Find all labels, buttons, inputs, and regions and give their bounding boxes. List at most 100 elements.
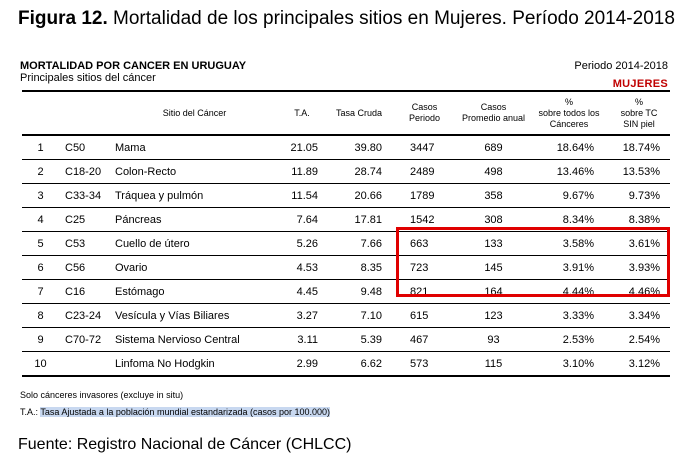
cell-pct-todos: 9.67% [530, 183, 608, 208]
cell-casos: 1789 [392, 183, 457, 208]
cell-promedio: 498 [457, 159, 530, 184]
figure-caption: Mortalidad de los principales sitios en … [113, 8, 675, 29]
table-row: 6 C56 Ovario 4.53 8.35 723 145 3.91% 3.9… [22, 255, 670, 280]
table-title: MORTALIDAD POR CANCER EN URUGUAY [20, 60, 247, 72]
cell-rank: 2 [22, 159, 59, 184]
table-period: Periodo 2014-2018 [574, 60, 668, 72]
note-ta-prefix: T.A.: [20, 407, 39, 417]
source-note: Fuente: Registro Nacional de Cáncer (CHL… [18, 436, 352, 453]
col-pct-todos-line1: % [564, 96, 573, 107]
cell-code: C18-20 [59, 159, 111, 184]
cell-promedio: 308 [457, 207, 530, 232]
cell-code: C25 [59, 207, 111, 232]
cell-site: Sistema Nervioso Central [111, 327, 278, 352]
note-invasive: Solo cánceres invasores (excluye in situ… [20, 390, 184, 400]
cell-code: C23-24 [59, 303, 111, 328]
cell-promedio: 689 [457, 135, 530, 160]
col-code [59, 92, 111, 136]
cell-casos: 1542 [392, 207, 457, 232]
cell-rank: 8 [22, 303, 59, 328]
cell-tasa-cruda: 20.66 [326, 183, 392, 208]
col-pct-sin-piel-line2: sobre TC [620, 107, 658, 118]
cell-code: C56 [59, 255, 111, 280]
cell-casos: 723 [392, 255, 457, 280]
cell-promedio: 123 [457, 303, 530, 328]
cell-ta: 4.53 [278, 255, 326, 280]
cell-site: Colon-Recto [111, 159, 278, 184]
cell-ta: 2.99 [296, 357, 318, 370]
col-casos-promedio-line2: Promedio anual [461, 113, 526, 123]
cell-ta: 21.05 [278, 135, 326, 160]
cell-rank: 3 [22, 183, 59, 208]
cell-pct-todos: 3.10% [562, 357, 594, 370]
cell-rank: 10 [34, 357, 47, 370]
note-ta-definition: Tasa Ajustada a la población mundial est… [40, 407, 331, 417]
table-row: 3 C33-34 Tráquea y pulmón 11.54 20.66 17… [22, 183, 670, 208]
cell-casos: 573 [410, 357, 429, 370]
table-row: 9 C70-72 Sistema Nervioso Central 3.11 5… [22, 327, 670, 352]
cell-site: Páncreas [111, 207, 278, 232]
cell-tasa-cruda: 9.48 [326, 279, 392, 304]
col-pct-todos-line2: sobre todos los [538, 107, 600, 118]
table-row: 4 C25 Páncreas 7.64 17.81 1542 308 8.34%… [22, 207, 670, 232]
cell-pct-sin-piel: 3.12% [628, 357, 660, 370]
cell-pct-sin-piel: 3.93% [608, 255, 670, 280]
cell-code [59, 352, 111, 376]
table-row: 10 Linfoma No Hodgkin 2.99 6.62 573 115 … [22, 352, 670, 376]
col-tasa-cruda: Tasa Cruda [326, 92, 392, 136]
cell-promedio: 145 [457, 255, 530, 280]
col-pct-sin-piel-line3: SIN piel [623, 118, 655, 129]
cell-ta: 5.26 [278, 231, 326, 256]
cell-rank: 4 [22, 207, 59, 232]
col-rank [22, 92, 59, 136]
table-row: 5 C53 Cuello de útero 5.26 7.66 663 133 … [22, 231, 670, 256]
cell-tasa-cruda: 6.62 [360, 357, 382, 370]
cell-pct-sin-piel: 3.34% [608, 303, 670, 328]
cell-tasa-cruda: 39.80 [326, 135, 392, 160]
cell-rank: 6 [22, 255, 59, 280]
figure-title: Figura 12. Mortalidad de los principales… [18, 8, 675, 30]
cell-code: C53 [59, 231, 111, 256]
cell-site: Linfoma No Hodgkin [115, 357, 215, 370]
table-row: 8 C23-24 Vesícula y Vías Biliares 3.27 7… [22, 303, 670, 328]
cell-site: Ovario [111, 255, 278, 280]
cell-pct-todos: 3.58% [530, 231, 608, 256]
cell-rank: 7 [22, 279, 59, 304]
cell-promedio: 358 [457, 183, 530, 208]
table-subtitle: Principales sitios del cáncer [20, 72, 156, 84]
table-row: 1 C50 Mama 21.05 39.80 3447 689 18.64% 1… [22, 135, 670, 160]
col-casos-promedio-line1: Casos [480, 102, 507, 112]
col-casos-periodo: Casos Periodo [392, 92, 457, 136]
cell-rank: 1 [22, 135, 59, 160]
col-site: Sitio del Cáncer [111, 92, 278, 136]
cell-casos: 2489 [392, 159, 457, 184]
cell-ta: 11.54 [278, 183, 326, 208]
cell-casos: 3447 [392, 135, 457, 160]
cell-pct-todos: 4.44% [530, 279, 608, 304]
cell-pct-todos: 3.33% [530, 303, 608, 328]
cell-pct-sin-piel: 18.74% [608, 135, 670, 160]
cell-tasa-cruda: 7.66 [326, 231, 392, 256]
cell-ta: 4.45 [278, 279, 326, 304]
cell-tasa-cruda: 5.39 [326, 327, 392, 352]
cell-pct-sin-piel: 2.54% [608, 327, 670, 352]
col-casos-periodo-line2: Periodo [408, 113, 441, 123]
col-pct-todos-line3: Cánceres [549, 118, 589, 129]
note-ta: T.A.: Tasa Ajustada a la población mundi… [20, 407, 331, 417]
cell-pct-sin-piel: 4.46% [608, 279, 670, 304]
col-ta: T.A. [278, 92, 326, 136]
cell-ta: 7.64 [278, 207, 326, 232]
table-row: 7 C16 Estómago 4.45 9.48 821 164 4.44% 4… [22, 279, 670, 304]
cell-promedio: 164 [457, 279, 530, 304]
cell-pct-sin-piel: 13.53% [608, 159, 670, 184]
cell-site: Vesícula y Vías Biliares [111, 303, 278, 328]
col-pct-todos: % sobre todos los Cánceres [530, 92, 608, 136]
cell-pct-todos: 2.53% [530, 327, 608, 352]
col-pct-sin-piel-line1: % [634, 96, 643, 107]
cell-tasa-cruda: 7.10 [326, 303, 392, 328]
cell-code: C50 [59, 135, 111, 160]
cell-pct-todos: 18.64% [530, 135, 608, 160]
cell-code: C16 [59, 279, 111, 304]
cell-site: Mama [111, 135, 278, 160]
cell-pct-todos: 13.46% [530, 159, 608, 184]
